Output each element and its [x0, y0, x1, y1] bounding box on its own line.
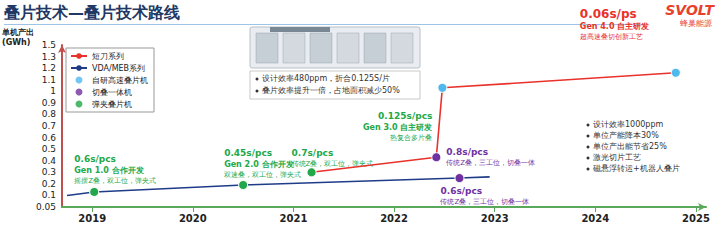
- svg-text:2025: 2025: [682, 213, 710, 224]
- svg-text:0.2: 0.2: [42, 179, 56, 189]
- svg-text:2023: 2023: [481, 213, 509, 224]
- svg-text:蜂巢能源: 蜂巢能源: [680, 19, 712, 28]
- svg-text:1.1: 1.1: [42, 75, 56, 85]
- svg-text:0.6: 0.6: [42, 133, 57, 143]
- svg-text:单机产出: 单机产出: [1, 28, 34, 37]
- svg-text:传统Z叠，双工位，弹夹式: 传统Z叠，双工位，弹夹式: [291, 159, 374, 168]
- svg-text:弹夹叠片机: 弹夹叠片机: [92, 100, 132, 109]
- svg-text:切叠一体机: 切叠一体机: [92, 88, 132, 97]
- svg-text:单位产能降本30%: 单位产能降本30%: [593, 131, 659, 140]
- svg-text:0.05: 0.05: [36, 202, 56, 212]
- svg-text:自研高速叠片机: 自研高速叠片机: [92, 76, 148, 85]
- svg-text:激光切片工艺: 激光切片工艺: [593, 153, 641, 162]
- svg-text:单位产出能节省25%: 单位产出能节省25%: [593, 142, 667, 151]
- svg-text:超高速叠切创新工艺: 超高速叠切创新工艺: [580, 33, 643, 41]
- svg-text:2022: 2022: [380, 213, 408, 224]
- svg-text:设计效率1000ppm: 设计效率1000ppm: [593, 120, 664, 129]
- svg-text:0.8: 0.8: [42, 109, 57, 119]
- svg-text:0.125s/pcs: 0.125s/pcs: [378, 111, 432, 121]
- svg-text:双速叠，双工位，弹夹式: 双速叠，双工位，弹夹式: [224, 171, 301, 179]
- svg-text:0.7: 0.7: [42, 121, 56, 131]
- svg-text:Gen 2.0 合作开发: Gen 2.0 合作开发: [224, 160, 293, 169]
- svg-text:0.9: 0.9: [42, 98, 57, 108]
- svg-text:1.2: 1.2: [42, 63, 56, 73]
- svg-text:磁悬浮转运+机器人叠片: 磁悬浮转运+机器人叠片: [592, 164, 680, 173]
- svg-text:0.7s/pcs: 0.7s/pcs: [292, 148, 334, 158]
- svg-text:0.8s/pcs: 0.8s/pcs: [446, 147, 488, 157]
- svg-text:0.6s/pcs: 0.6s/pcs: [440, 186, 482, 196]
- svg-text:1.5: 1.5: [42, 40, 56, 50]
- svg-text:2020: 2020: [179, 213, 207, 224]
- svg-text:0.4: 0.4: [42, 156, 57, 166]
- svg-text:Gen 3.0 自主研发: Gen 3.0 自主研发: [363, 122, 432, 132]
- svg-text:2024: 2024: [581, 213, 609, 224]
- svg-text:Gen 1.0 合作开发: Gen 1.0 合作开发: [74, 166, 143, 175]
- svg-text:0.45s/pcs: 0.45s/pcs: [224, 148, 272, 158]
- svg-text:VDA/MEB系列: VDA/MEB系列: [92, 64, 145, 73]
- svg-text:叠片效率提升一倍，占地面积减少50%: 叠片效率提升一倍，占地面积减少50%: [262, 86, 400, 95]
- svg-text:0.1: 0.1: [42, 190, 56, 200]
- svg-text:2019: 2019: [78, 213, 106, 224]
- svg-text:摇摆Z叠，双工位，弹夹式: 摇摆Z叠，双工位，弹夹式: [74, 177, 156, 185]
- svg-text:短刀系列: 短刀系列: [92, 52, 124, 61]
- svg-text:传统Z叠，三工位，切叠一体: 传统Z叠，三工位，切叠一体: [446, 159, 535, 167]
- svg-text:0.3: 0.3: [42, 167, 56, 177]
- svg-text:叠片技术—叠片技术路线: 叠片技术—叠片技术路线: [3, 3, 180, 22]
- svg-text:1.3: 1.3: [42, 52, 56, 62]
- svg-text:设计效率480ppm，折合0.125S/片: 设计效率480ppm，折合0.125S/片: [262, 74, 390, 83]
- svg-text:(GWh): (GWh): [2, 38, 30, 47]
- svg-text:2021: 2021: [280, 213, 308, 224]
- svg-text:0.5: 0.5: [42, 144, 56, 154]
- svg-text:0.06s/ps: 0.06s/ps: [580, 7, 637, 21]
- svg-text:传统Z叠，三工位，切叠一体: 传统Z叠，三工位，切叠一体: [440, 198, 529, 206]
- svg-text:Gen 4.0 自主研发: Gen 4.0 自主研发: [580, 21, 649, 31]
- svg-text:热复合多片叠: 热复合多片叠: [390, 134, 432, 142]
- svg-text:0.6s/pcs: 0.6s/pcs: [74, 154, 116, 164]
- svg-text:1: 1: [50, 86, 56, 96]
- svg-text:SVOLT: SVOLT: [665, 2, 715, 18]
